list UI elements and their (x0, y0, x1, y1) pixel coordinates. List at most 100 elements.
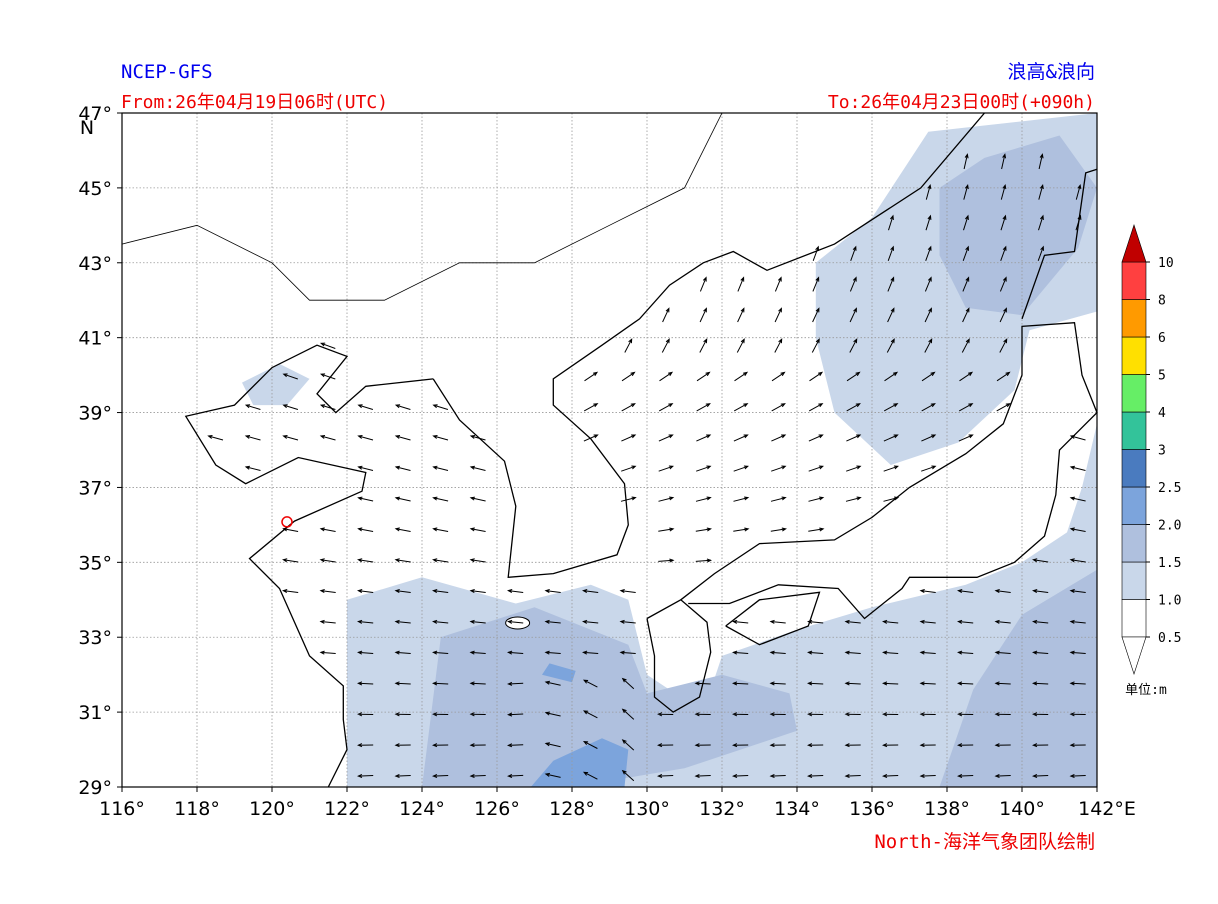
x-tick-label: 136° (849, 798, 895, 820)
x-tick-label: 122° (324, 798, 370, 820)
wave-shading (939, 135, 1097, 316)
arrow (695, 558, 712, 563)
arrow (732, 773, 749, 778)
arrow (994, 712, 1011, 717)
arrow (769, 681, 786, 686)
arrow (699, 276, 707, 292)
arrow (394, 619, 411, 624)
colorbar-extend-min (1121, 636, 1147, 675)
to-time: To:26年04月23日00时(+090h) (828, 92, 1095, 113)
arrow (583, 434, 599, 442)
arrow (1069, 681, 1086, 686)
arrow (1069, 496, 1086, 502)
arrow (961, 338, 970, 353)
colorbar-extend-max (1121, 224, 1147, 263)
arrow (732, 712, 749, 717)
y-tick-label: 43° (78, 253, 112, 275)
arrow (619, 619, 636, 624)
y-tick-label: 29° (78, 777, 112, 799)
arrow (994, 589, 1011, 594)
arrow (357, 743, 374, 748)
arrow (957, 743, 974, 748)
arrow (919, 712, 936, 717)
arrow (662, 307, 670, 323)
arrow (432, 650, 449, 655)
y-tick-label: 33° (78, 627, 112, 649)
arrow (1069, 589, 1086, 594)
x-tick-label: 126° (474, 798, 520, 820)
arrow (695, 496, 712, 502)
colorbar-label: 6 (1158, 331, 1166, 346)
arrow (882, 743, 899, 748)
arrow (659, 371, 674, 382)
from-time: From:26年04月19日06时(UTC) (121, 92, 388, 113)
arrow (357, 589, 374, 594)
arrow (1069, 773, 1086, 778)
x-tick-label: 124° (399, 798, 445, 820)
arrow (769, 712, 786, 717)
arrow (584, 371, 599, 382)
arrow (1069, 558, 1086, 563)
arrow (432, 589, 449, 594)
colorbar-segment (1121, 411, 1147, 450)
arrow (846, 434, 862, 442)
arrow (696, 403, 711, 412)
x-tick-label: 142°E (1078, 798, 1136, 820)
arrow (999, 338, 1008, 353)
arrow (962, 276, 970, 292)
colorbar-segment (1121, 336, 1147, 375)
arrow (432, 404, 449, 410)
arrow (808, 434, 824, 442)
arrow (812, 276, 820, 292)
arrow (357, 558, 374, 563)
coastline (184, 344, 434, 788)
arrow (507, 712, 524, 717)
arrow (849, 307, 857, 323)
arrow (432, 465, 449, 471)
arrow (1032, 743, 1049, 748)
arrow (812, 245, 819, 261)
x-tick-label: 134° (774, 798, 820, 820)
arrow (583, 403, 599, 412)
arrow (469, 435, 486, 441)
arrow (733, 403, 749, 412)
arrow (282, 373, 298, 380)
arrow (888, 214, 894, 231)
arrow (619, 589, 636, 594)
arrow (957, 681, 974, 686)
arrow (357, 712, 374, 717)
y-tick-label: 35° (78, 552, 112, 574)
coastline (1021, 168, 1098, 320)
arrow (999, 276, 1007, 292)
arrow (696, 465, 712, 472)
arrow (621, 465, 637, 472)
arrow (432, 558, 449, 563)
arrow (507, 650, 524, 655)
arrow (807, 773, 824, 778)
arrow (469, 619, 486, 624)
arrow (357, 681, 374, 686)
arrow (919, 681, 936, 686)
arrow (357, 465, 374, 471)
arrow (733, 527, 750, 532)
arrow (582, 650, 599, 655)
arrow (957, 712, 974, 717)
arrow (1069, 743, 1086, 748)
arrow (737, 276, 745, 292)
arrow (357, 650, 374, 655)
arrow (846, 371, 861, 382)
arrow (432, 496, 449, 502)
arrow (807, 743, 824, 748)
arrow (469, 712, 486, 717)
arrow (807, 619, 824, 624)
colorbar-label: 2.5 (1158, 481, 1181, 496)
arrow (736, 338, 745, 353)
arrow (394, 681, 411, 686)
arrow (319, 435, 336, 441)
arrow (883, 496, 900, 502)
arrow (657, 712, 674, 717)
colorbar-segment (1121, 599, 1147, 638)
arrow (770, 496, 787, 502)
arrow (582, 741, 598, 749)
y-tick-label: 31° (78, 702, 112, 724)
